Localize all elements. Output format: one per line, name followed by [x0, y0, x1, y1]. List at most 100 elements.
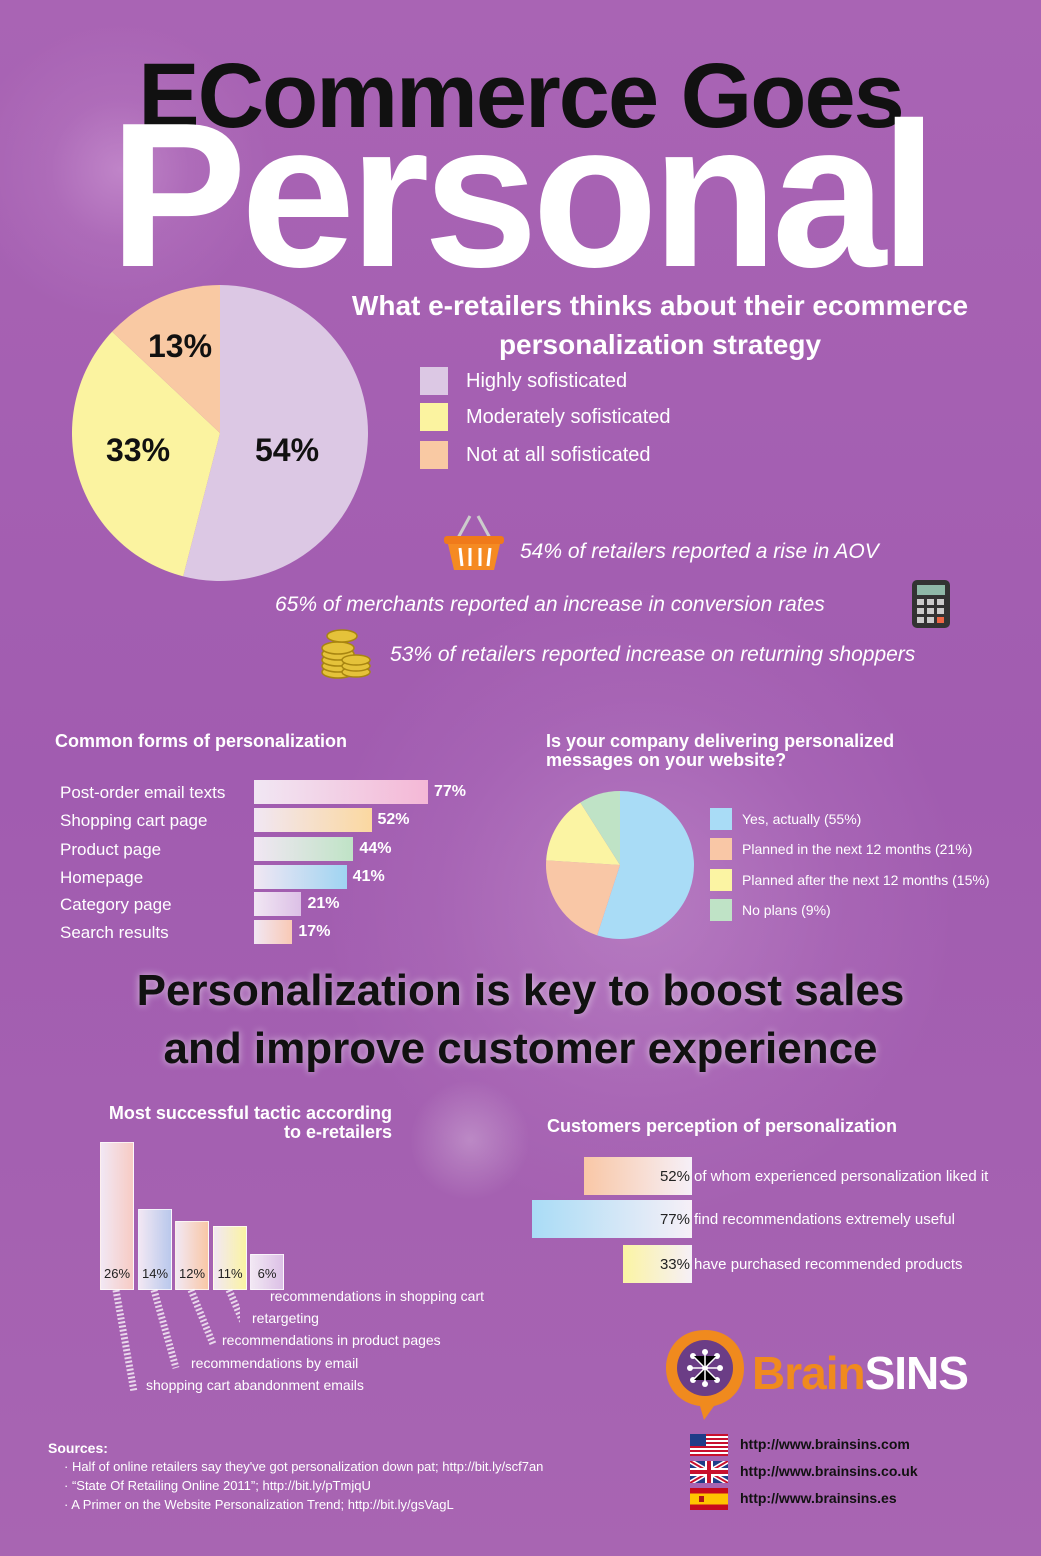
perception-bar-text: have purchased recommended products: [694, 1256, 963, 1273]
forms-bar-value: 21%: [307, 895, 340, 912]
headline-line-1: Personalization is key to boost sales: [136, 966, 905, 1015]
legend-label: Yes, actually (55%): [742, 811, 862, 827]
legend-swatch: [710, 838, 732, 860]
basket-icon: [444, 515, 504, 570]
brainsins-logo-text: BrainSINS: [752, 1346, 969, 1400]
legend-swatch: [710, 869, 732, 891]
delivering-title: Is your company delivering personalized …: [546, 732, 894, 770]
url-co-uk[interactable]: http://www.brainsins.co.uk: [740, 1463, 918, 1479]
tactics-category-label: shopping cart abandonment emails: [146, 1377, 364, 1393]
headline: Personalization is key to boost sales an…: [0, 962, 1041, 1078]
legend-item-not-at-all: Not at all sofisticated: [420, 440, 651, 470]
tactics-category-label: recommendations in shopping cart: [270, 1288, 485, 1304]
tactics-connector: [225, 1288, 240, 1324]
forms-bar-label: Homepage: [60, 868, 144, 887]
tactics-bar-value: 12%: [178, 1266, 206, 1281]
stat-returning: 53% of retailers reported increase on re…: [390, 643, 916, 666]
legend-label: Highly sofisticated: [466, 369, 628, 392]
forms-bar-value: 52%: [377, 811, 410, 828]
forms-bar: [254, 808, 372, 832]
forms-bar-label: Post-order email texts: [60, 783, 226, 802]
delivering-pie-slice-3: [580, 791, 620, 865]
source-item: · Half of online retailers say they've g…: [64, 1459, 544, 1474]
source-item: · “State Of Retailing Online 2011”; http…: [64, 1478, 371, 1493]
tactics-category-label: recommendations by email: [191, 1355, 359, 1371]
stat-aov: 54% of retailers reported a rise in AOV: [520, 540, 879, 563]
headline-line-2: and improve customer experience: [163, 1024, 878, 1074]
source-item: · A Primer on the Website Personalizatio…: [64, 1497, 454, 1512]
tactics-connector: [187, 1288, 217, 1346]
legend-label: Planned in the next 12 months (21%): [742, 841, 973, 857]
legend-swatch: [420, 367, 448, 395]
perception-title: Customers perception of personalization: [547, 1116, 898, 1136]
url-com[interactable]: http://www.brainsins.com: [740, 1436, 910, 1452]
brand-name-part-1: Brain: [752, 1347, 866, 1399]
stat-conversion: 65% of merchants reported an increase in…: [275, 593, 825, 616]
strategy-pie-slice-2: [112, 285, 220, 433]
perception-bar-value: 33%: [659, 1256, 690, 1273]
forms-bar: [254, 920, 293, 944]
tactics-bar: [138, 1209, 172, 1290]
forms-bar: [254, 865, 347, 889]
pie-slice-label-highly: 54%: [255, 432, 320, 468]
perception-bar-value: 52%: [659, 1168, 690, 1185]
tactics-bar-value: 6%: [257, 1266, 277, 1281]
tactics-bar: [175, 1220, 209, 1290]
strategy-pie-slice-1: [71, 331, 221, 577]
perception-bar: [532, 1200, 692, 1238]
legend-label: Planned after the next 12 months (15%): [742, 872, 990, 888]
brainsins-logo-icon: [666, 1330, 744, 1420]
forms-bar: [254, 837, 354, 861]
tactics-connector: [150, 1289, 180, 1369]
tactics-title-line-1: Most successful tactic according: [108, 1103, 392, 1123]
tactics-category-label: recommendations in product pages: [222, 1332, 441, 1348]
legend-swatch: [420, 403, 448, 431]
forms-bar-value: 44%: [359, 840, 392, 857]
legend-label: Moderately sofisticated: [466, 405, 671, 428]
strategy-title: What e-retailers thinks about their ecom…: [300, 286, 1020, 364]
title-line-1: ECommerce Goes: [138, 45, 905, 147]
pie-slice-label-moderately: 33%: [106, 432, 171, 468]
legend2-item-after-12: Planned after the next 12 months (15%): [710, 869, 989, 891]
tactics-bar: [213, 1226, 247, 1290]
forms-bar-value: 41%: [352, 868, 385, 885]
strategy-pie-slice-0: [183, 285, 368, 581]
forms-bar-label: Product page: [60, 840, 162, 859]
forms-bar-value: 17%: [298, 923, 331, 940]
spain-flag-icon: [690, 1488, 728, 1510]
delivering-pie-slice-0: [597, 791, 694, 939]
delivering-pie-slice-1: [546, 860, 620, 936]
tactics-bar-value: 26%: [103, 1266, 131, 1281]
perception-bar: [583, 1157, 692, 1195]
forms-bar: [254, 892, 302, 916]
legend2-item-next-12: Planned in the next 12 months (21%): [710, 838, 972, 860]
tactics-connector: [112, 1289, 138, 1393]
legend-item-highly: Highly sofisticated: [420, 366, 627, 396]
legend2-item-no-plans: No plans (9%): [710, 899, 831, 921]
legend2-item-yes: Yes, actually (55%): [710, 808, 861, 830]
sources-heading: Sources:: [48, 1440, 108, 1456]
forms-bar-label: Shopping cart page: [60, 811, 208, 830]
calculator-icon: [912, 580, 950, 628]
tactics-title: Most successful tactic according to e-re…: [60, 1104, 392, 1142]
strategy-pie-chart: [71, 285, 368, 581]
title-line-2: Personal: [109, 80, 937, 310]
uk-flag-icon: [690, 1461, 728, 1483]
perception-bar-text: of whom experienced personalization like…: [694, 1168, 989, 1185]
tactics-bar-value: 11%: [217, 1266, 243, 1281]
perception-bar-text: find recommendations extremely useful: [694, 1211, 955, 1228]
legend-swatch: [710, 899, 732, 921]
legend-swatch: [420, 441, 448, 469]
forms-bar-value: 77%: [434, 783, 467, 800]
tactics-category-label: retargeting: [252, 1310, 319, 1326]
forms-bar: [254, 780, 428, 804]
perception-bar: [623, 1245, 692, 1283]
legend-label: Not at all sofisticated: [466, 443, 651, 466]
url-es[interactable]: http://www.brainsins.es: [740, 1490, 897, 1506]
forms-bar-label: Search results: [60, 923, 169, 942]
tactics-connector-scribbles: [112, 1288, 240, 1393]
strategy-title-line-1: What e-retailers thinks about their ecom…: [351, 290, 969, 321]
pie-slice-label-not-at-all: 13%: [148, 328, 213, 364]
coins-icon: [321, 629, 371, 679]
delivering-title-line-1: Is your company delivering personalized: [546, 731, 895, 751]
